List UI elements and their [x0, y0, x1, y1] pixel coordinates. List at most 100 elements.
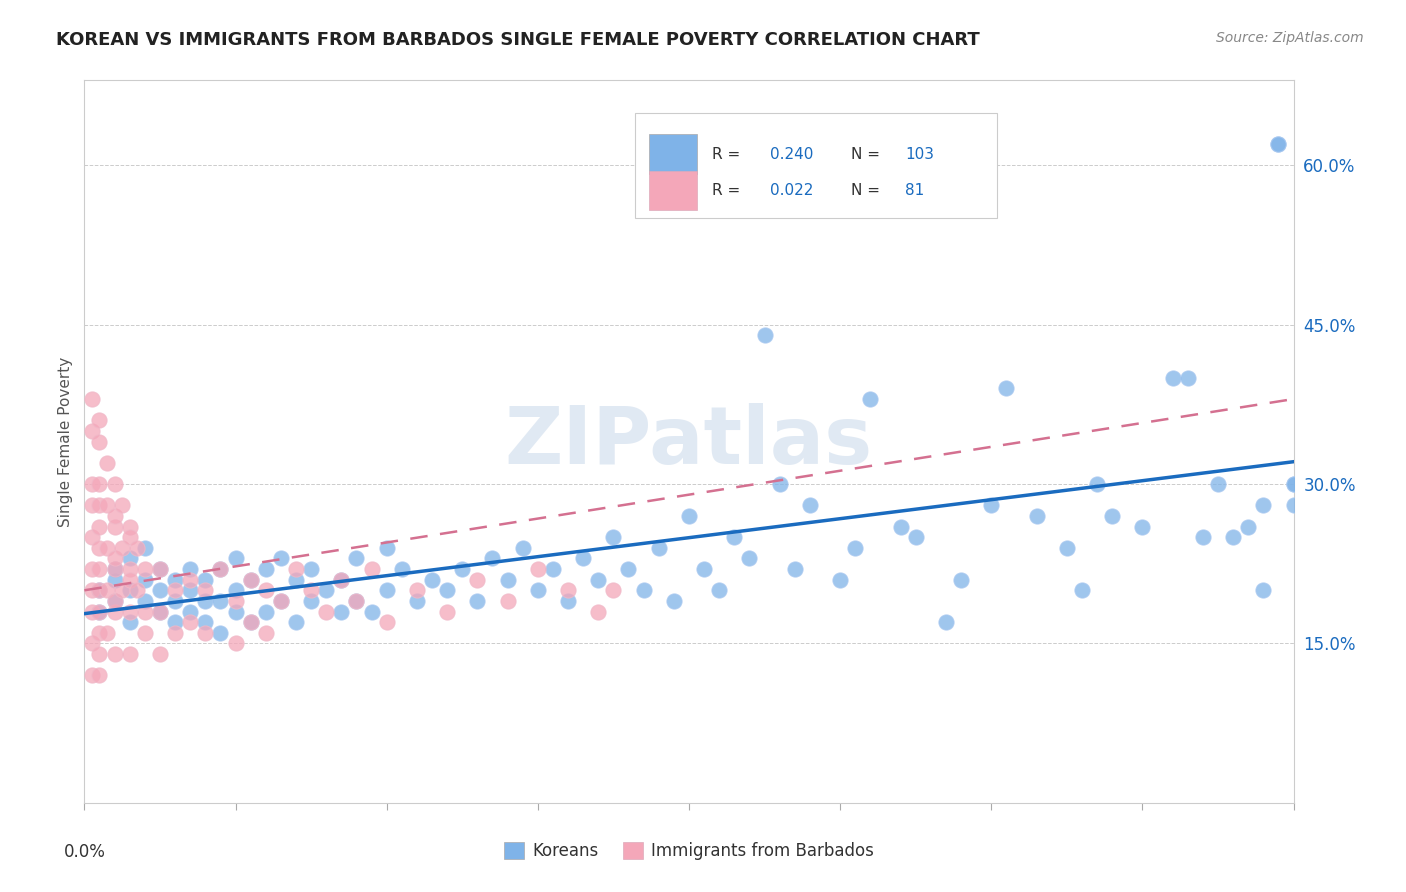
Point — [420, 573, 443, 587]
Point — [80, 636, 103, 650]
Point — [179, 573, 201, 587]
Point — [633, 583, 655, 598]
Point — [149, 647, 172, 661]
Point — [118, 530, 141, 544]
Point — [149, 605, 172, 619]
Point — [209, 594, 232, 608]
Point — [496, 573, 519, 587]
Point — [1161, 371, 1184, 385]
Point — [451, 562, 474, 576]
Point — [89, 519, 111, 533]
Point — [557, 583, 579, 598]
Point — [693, 562, 716, 576]
Point — [375, 583, 398, 598]
Point — [1282, 477, 1305, 491]
Point — [1282, 477, 1305, 491]
Legend: Koreans, Immigrants from Barbados: Koreans, Immigrants from Barbados — [496, 835, 882, 867]
Point — [118, 551, 141, 566]
Point — [890, 519, 912, 533]
Point — [194, 615, 217, 630]
Point — [80, 668, 103, 682]
Point — [149, 562, 172, 576]
Point — [104, 594, 127, 608]
Point — [118, 583, 141, 598]
Point — [96, 541, 118, 555]
Point — [134, 605, 156, 619]
Text: 0.0%: 0.0% — [63, 843, 105, 861]
Point — [1253, 498, 1275, 512]
Point — [118, 605, 141, 619]
Point — [239, 615, 262, 630]
Point — [285, 562, 308, 576]
Point — [239, 573, 262, 587]
Point — [111, 541, 134, 555]
Point — [104, 562, 127, 576]
Point — [723, 530, 745, 544]
Point — [1237, 519, 1260, 533]
Point — [225, 636, 247, 650]
Point — [118, 615, 141, 630]
Point — [89, 605, 111, 619]
Point — [346, 551, 368, 566]
Point — [104, 551, 127, 566]
Point — [254, 583, 277, 598]
Point — [89, 583, 111, 598]
Point — [225, 605, 247, 619]
Point — [512, 541, 534, 555]
Point — [104, 519, 127, 533]
Point — [859, 392, 882, 406]
Text: N =: N = — [851, 183, 880, 198]
Point — [1177, 371, 1199, 385]
Point — [799, 498, 821, 512]
Point — [950, 573, 973, 587]
Point — [980, 498, 1002, 512]
Point — [391, 562, 413, 576]
Point — [346, 594, 368, 608]
Point — [1056, 541, 1078, 555]
Point — [89, 434, 111, 449]
Point — [527, 583, 550, 598]
Point — [104, 477, 127, 491]
Point — [134, 625, 156, 640]
Point — [541, 562, 564, 576]
Point — [436, 583, 458, 598]
Point — [678, 508, 700, 523]
Point — [375, 615, 398, 630]
Point — [80, 530, 103, 544]
Point — [179, 562, 201, 576]
Point — [149, 562, 172, 576]
Point — [270, 551, 292, 566]
Point — [285, 573, 308, 587]
Point — [194, 583, 217, 598]
Point — [134, 562, 156, 576]
Point — [315, 583, 337, 598]
Point — [96, 583, 118, 598]
Point — [89, 625, 111, 640]
Bar — [650, 170, 697, 211]
Text: 0.022: 0.022 — [770, 183, 813, 198]
Point — [89, 413, 111, 427]
Point — [1130, 519, 1153, 533]
Point — [254, 562, 277, 576]
Point — [134, 573, 156, 587]
Point — [299, 583, 322, 598]
Point — [104, 508, 127, 523]
Point — [89, 477, 111, 491]
Point — [1071, 583, 1094, 598]
Point — [96, 456, 118, 470]
Point — [738, 551, 761, 566]
Text: Source: ZipAtlas.com: Source: ZipAtlas.com — [1216, 31, 1364, 45]
Point — [467, 573, 489, 587]
Point — [239, 573, 262, 587]
Point — [995, 381, 1018, 395]
Point — [285, 615, 308, 630]
Point — [406, 583, 429, 598]
Point — [134, 594, 156, 608]
Point — [118, 573, 141, 587]
Point — [209, 562, 232, 576]
Point — [225, 583, 247, 598]
Point — [1192, 530, 1215, 544]
Point — [127, 583, 149, 598]
Point — [104, 605, 127, 619]
Point — [118, 519, 141, 533]
